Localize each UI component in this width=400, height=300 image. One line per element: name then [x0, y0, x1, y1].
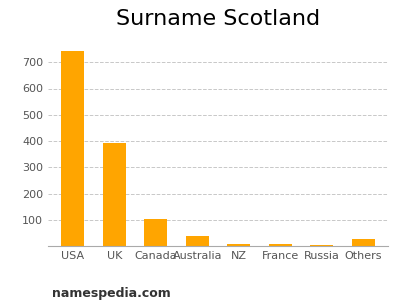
Bar [144, 219, 167, 246]
Bar [103, 143, 126, 246]
Bar [62, 51, 84, 246]
Bar [269, 244, 292, 246]
Bar [352, 239, 374, 246]
Text: namespedia.com: namespedia.com [52, 287, 171, 300]
Bar [227, 244, 250, 246]
Bar [310, 245, 333, 246]
Title: Surname Scotland: Surname Scotland [116, 9, 320, 29]
Bar [186, 236, 209, 246]
